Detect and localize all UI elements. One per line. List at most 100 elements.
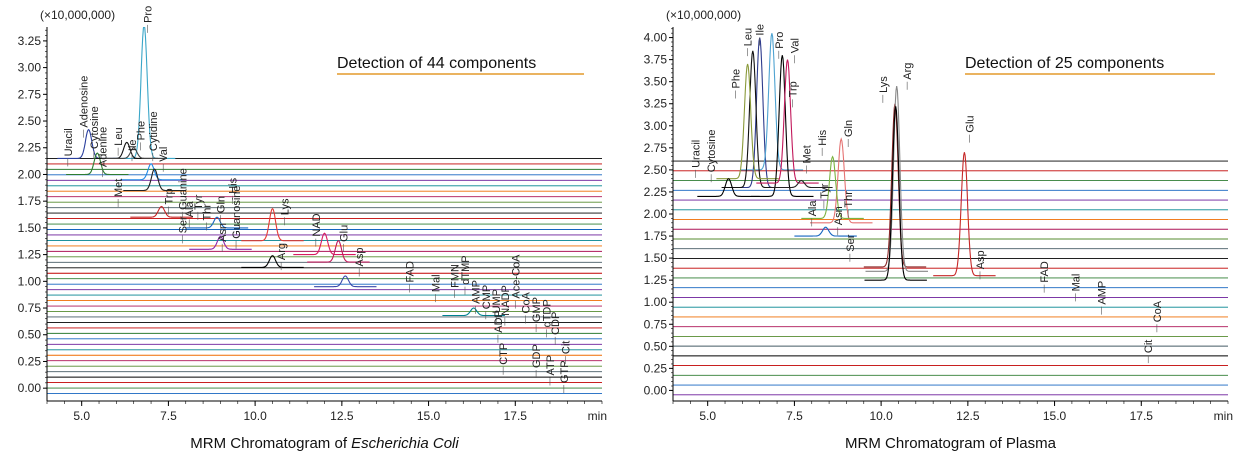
peak-trace xyxy=(307,240,370,263)
component-label: Thr xyxy=(202,204,214,221)
component-label: GMP xyxy=(531,297,543,322)
component-label: His xyxy=(817,129,829,145)
y-tick-label: 1.75 xyxy=(18,194,42,208)
component-label: Adenosine xyxy=(78,76,90,128)
y-tick-label: 1.25 xyxy=(644,273,668,287)
peak-trace xyxy=(314,275,377,288)
component-label: Tyr xyxy=(819,183,831,199)
component-label: CoA xyxy=(1152,300,1164,322)
component-label: Cit xyxy=(561,341,573,354)
component-label: Arg xyxy=(902,63,914,80)
peak-trace xyxy=(442,307,505,317)
component-label: Val xyxy=(789,38,801,53)
x-tick-label: 5.0 xyxy=(73,409,90,423)
peak-trace xyxy=(864,106,927,281)
y-multiplier-label: (×10,000,000) xyxy=(666,8,741,22)
y-tick-label: 2.00 xyxy=(18,167,42,181)
chart-panel-2: (×10,000,000) 0.00 0.25 0.50 0.75 1.00 1.25 1.5… xyxy=(644,8,1233,452)
peak-trace xyxy=(740,33,804,171)
y-tick-label: 0.25 xyxy=(18,354,42,368)
peak-trace xyxy=(770,179,833,189)
peak-trace xyxy=(293,232,356,256)
chart-panel-1: (×10,000,000) 0.00 0.25 0.50 0.75 1.00 1.25 1.5… xyxy=(18,6,607,452)
component-label: Val xyxy=(158,147,170,162)
y-tick-label: 2.25 xyxy=(644,185,668,199)
component-label: Mal xyxy=(431,274,443,292)
y-tick-label: 0.75 xyxy=(18,301,42,315)
y-tick-label: 0.50 xyxy=(644,339,668,353)
component-label: Cit xyxy=(1143,340,1155,353)
component-label: Ace-CoA xyxy=(510,254,522,299)
component-label: Leu xyxy=(113,127,125,145)
x-tick-label: 12.5 xyxy=(330,409,354,423)
component-label: Lys xyxy=(280,198,292,215)
component-label: Tyr xyxy=(193,194,205,210)
component-label: CoA xyxy=(521,291,533,313)
component-label: Mal xyxy=(1070,274,1082,292)
peak-trace xyxy=(119,163,183,181)
component-label: Ser xyxy=(845,234,857,251)
component-label: Cytosine xyxy=(89,106,101,149)
caption-text: MRM Chromatogram of xyxy=(190,435,351,452)
trace-group xyxy=(673,33,1228,396)
component-label: Trp xyxy=(163,188,175,204)
chart-title: Detection of 25 components xyxy=(965,55,1164,72)
component-label: Ala xyxy=(184,201,196,218)
component-label: Guanosine xyxy=(231,185,243,238)
y-tick-label: 0.25 xyxy=(644,361,668,375)
component-label: ADP xyxy=(493,310,505,333)
component-label: Ile xyxy=(755,24,767,36)
peak-trace xyxy=(751,55,814,197)
component-label: Met xyxy=(113,179,125,197)
y-tick-label: 2.75 xyxy=(644,141,668,155)
component-label: NAD xyxy=(311,213,323,236)
peak-trace xyxy=(241,255,304,268)
component-label: Phe xyxy=(136,121,148,141)
y-tick-label: 1.50 xyxy=(644,251,668,265)
chart-title: Detection of 44 components xyxy=(337,55,536,72)
y-tick-label: 0.00 xyxy=(644,383,668,397)
peak-trace xyxy=(123,168,186,192)
component-label: Uracil xyxy=(63,128,75,156)
component-label: Leu xyxy=(743,28,755,46)
component-label: Gln xyxy=(843,120,855,137)
component-label: Ser xyxy=(177,216,189,233)
x-tick-label: 10.0 xyxy=(869,409,893,423)
y-tick-label: 0.50 xyxy=(18,328,42,342)
component-label: Glu xyxy=(965,115,977,132)
component-label: FAD xyxy=(405,261,417,282)
component-label: ATP xyxy=(545,355,557,376)
y-tick-label: 1.75 xyxy=(644,229,668,243)
component-label: Guanine xyxy=(177,168,189,210)
component-label: Uracil xyxy=(691,140,703,168)
x-unit-label: min xyxy=(1214,409,1233,423)
component-label: UMP xyxy=(491,289,503,313)
title-backdrop xyxy=(961,48,1219,76)
component-label: Adenine xyxy=(98,127,110,167)
component-label: Ala xyxy=(807,200,819,217)
peak-trace xyxy=(697,178,760,197)
component-label: GTP xyxy=(559,360,571,383)
component-label: dTMP xyxy=(460,255,472,284)
peak-trace xyxy=(66,152,129,176)
y-tick-label: 1.50 xyxy=(18,221,42,235)
component-label: Asn xyxy=(217,223,229,242)
component-label: Asp xyxy=(354,248,366,267)
component-label: CTP xyxy=(498,343,510,365)
title-backdrop xyxy=(333,48,588,76)
peak-trace xyxy=(241,207,304,242)
component-label: Asp xyxy=(975,250,987,269)
y-tick-label: 2.75 xyxy=(18,87,42,101)
peak-trace xyxy=(865,86,928,272)
y-tick-label: 0.00 xyxy=(18,381,42,395)
component-label: Phe xyxy=(730,69,742,89)
component-label: dTDP xyxy=(542,299,554,327)
x-tick-label: 5.0 xyxy=(699,409,716,423)
caption-text: MRM Chromatogram of Plasma xyxy=(845,435,1057,452)
peak-trace xyxy=(933,152,996,277)
peak-trace xyxy=(189,235,252,250)
x-tick-label: 17.5 xyxy=(1130,409,1154,423)
peak-trace xyxy=(716,63,779,180)
